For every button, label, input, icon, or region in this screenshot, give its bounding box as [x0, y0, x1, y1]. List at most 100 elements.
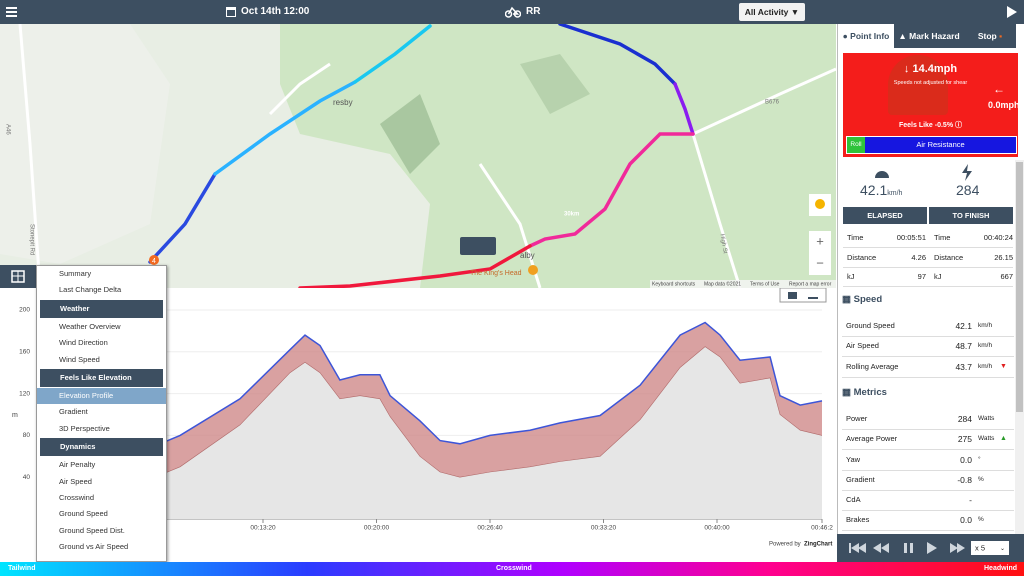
menu-item[interactable]: Crosswind [59, 492, 95, 502]
metric-unit: Watts [978, 414, 995, 422]
zoom-control[interactable] [809, 231, 831, 275]
section-header: ▦ Metrics [842, 386, 887, 398]
map-label: B676 [765, 100, 780, 106]
x-tick-label: 00:40:00 [704, 525, 730, 532]
menu-item[interactable]: Gradient [59, 407, 88, 417]
metric-unit: km/h [978, 322, 993, 329]
split-value: 00:40:24 [983, 233, 1013, 242]
feels-like: Feels Like -0.5% [898, 122, 954, 129]
bike-icon [505, 6, 521, 18]
marker-label: 4 [152, 258, 156, 265]
wind-box: ↓ 14.4mph Speeds not adjusted for shear … [843, 53, 1020, 157]
activity-dropdown[interactable]: All Activity ▼ [739, 3, 805, 21]
skip-start[interactable] [849, 543, 866, 553]
menu-item[interactable]: Air Penalty [59, 460, 96, 470]
menu-group: Weather [40, 299, 163, 318]
split-label: kJ [934, 272, 942, 281]
metric-label: CdA [846, 495, 861, 505]
metric-row: Air Speed 48.7 km/h [842, 336, 1014, 358]
metric-row: Power 284 Watts [842, 409, 1014, 430]
map-footer[interactable]: Keyboard shortcuts [652, 281, 696, 287]
credit[interactable]: Powered by [769, 542, 801, 548]
menu-group: Feels Like Elevation [40, 368, 163, 387]
menu-item[interactable]: 3D Perspective [59, 423, 110, 433]
player-controls: x 5 ⌄ [837, 534, 1024, 562]
side-panel: ● Point Info ▲ Mark Hazard Stop ▪ ↓ 14.4… [837, 24, 1020, 534]
split-header: ELAPSED [843, 207, 927, 224]
play[interactable] [927, 542, 937, 554]
fast-forward[interactable] [950, 543, 965, 553]
row-line [843, 286, 1013, 287]
map-label: High St [718, 234, 727, 255]
split-value: 26.15 [994, 252, 1013, 262]
metric-row: Average Power 275 Watts ▲ [842, 429, 1014, 451]
tab-label: Point Info [850, 31, 890, 41]
menu-group: Dynamics [40, 438, 163, 457]
metric-label: Rolling Average [846, 361, 899, 371]
x-tick-label: 00:20:00 [364, 525, 390, 532]
menu-item[interactable]: Weather Overview [59, 321, 121, 331]
menu-item[interactable]: Summary [59, 269, 92, 278]
scrollbar[interactable] [1015, 160, 1024, 534]
menu-item[interactable]: Wind Direction [59, 338, 108, 348]
map-footer[interactable]: Terms of Use [750, 281, 780, 287]
menu-item[interactable]: Wind Speed [59, 354, 100, 364]
tab[interactable]: ● Point Info [838, 24, 894, 48]
menu-item[interactable]: Last Change Delta [59, 285, 122, 295]
pub-icon[interactable] [528, 265, 538, 275]
wind-note: Speeds not adjusted for shear [893, 80, 968, 86]
menu-item[interactable]: Ground Speed Dist. [59, 525, 125, 535]
metric-label: Brakes [846, 515, 870, 525]
rewind[interactable] [873, 543, 889, 553]
menu-item[interactable]: Air Speed [59, 476, 92, 486]
rider-marker[interactable] [460, 237, 496, 255]
trend: ▲ [1000, 435, 1007, 443]
view-button[interactable] [0, 265, 36, 288]
menu-button[interactable] [6, 6, 18, 18]
metric-value: 0.0 [960, 515, 972, 526]
tab[interactable]: Stop ▪ [964, 24, 1016, 48]
credit[interactable]: ZingChart [804, 542, 832, 548]
tab-label: Mark Hazard [909, 31, 960, 41]
menu-item[interactable]: Ground vs Air Speed [59, 542, 129, 552]
metric-unit: Watts [978, 435, 995, 443]
rider: RR [526, 6, 541, 17]
map-footer[interactable]: Report a map error [789, 281, 832, 287]
metric-label: Power [846, 413, 868, 423]
date[interactable]: Oct 14th 12:00 [241, 6, 310, 17]
pause[interactable] [904, 543, 913, 553]
metric-value: 284 [957, 413, 972, 424]
metric-unit: % [978, 516, 984, 524]
air-label: Air Resistance [916, 140, 965, 149]
speed-select[interactable] [971, 541, 1009, 555]
tab[interactable]: ▲ Mark Hazard [894, 24, 964, 48]
map[interactable]: resby alby The King's Head B676 A46 Ston… [0, 24, 836, 288]
split-value: 00:05:51 [896, 233, 926, 242]
trend: ▼ [1000, 362, 1007, 370]
elevation-band [160, 322, 822, 478]
legend-label: Crosswind [496, 565, 532, 572]
split-value: 667 [1000, 272, 1013, 281]
svg-text:−: − [816, 255, 824, 270]
chart-buttons[interactable] [779, 288, 827, 303]
metric-value: 275 [957, 434, 972, 445]
x-tick-label: 00:33:20 [591, 525, 617, 532]
roll-label: Roll [847, 137, 865, 153]
menu-item[interactable]: Ground Speed [59, 509, 108, 519]
map-label: alby [520, 251, 535, 260]
split-label: Time [847, 233, 864, 242]
x-tick-label: 00:26:40 [477, 525, 503, 532]
crosswind: 0.0mph [988, 100, 1020, 110]
gauge-value: 284 [956, 182, 980, 198]
elevation-line [159, 321, 823, 445]
marker[interactable] [149, 255, 159, 265]
gauge-unit: km/h [887, 190, 903, 197]
top-bar: Oct 14th 12:00 RR All Activity ▼ [0, 0, 1024, 24]
menu-item[interactable]: Elevation Profile [37, 387, 166, 405]
metric-label: Gradient [846, 474, 875, 484]
split-value: 97 [917, 272, 926, 281]
play-button[interactable] [1006, 6, 1018, 18]
calendar-icon [226, 7, 236, 17]
y-tick-label: 80 [23, 432, 31, 439]
